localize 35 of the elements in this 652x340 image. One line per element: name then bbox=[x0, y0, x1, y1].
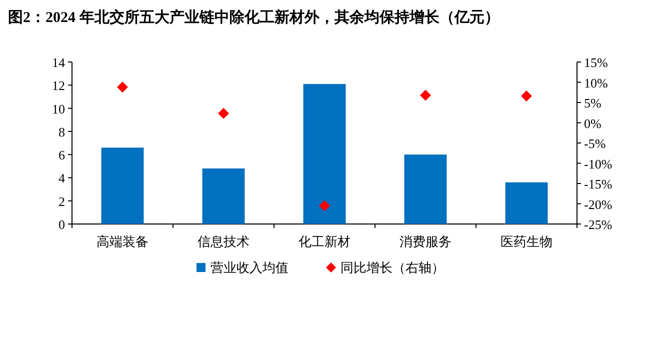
x-tick-label: 信息技术 bbox=[198, 235, 250, 250]
y2-tick-label: 0% bbox=[584, 116, 602, 131]
point bbox=[117, 82, 128, 93]
y2-tick-label: 15% bbox=[584, 55, 608, 70]
y2-tick-label: -20% bbox=[584, 196, 612, 212]
point bbox=[420, 90, 431, 101]
bar bbox=[202, 168, 245, 224]
point bbox=[218, 108, 229, 119]
legend-label: 营业收入均值 bbox=[210, 261, 288, 276]
bar bbox=[303, 84, 346, 224]
x-tick-label: 高端装备 bbox=[96, 234, 148, 250]
bar bbox=[404, 154, 447, 224]
y2-tick-label: -25% bbox=[584, 217, 612, 232]
y2-tick-label: 5% bbox=[584, 96, 602, 110]
y-tick-label: 10 bbox=[52, 101, 65, 116]
y-tick-label: 12 bbox=[52, 78, 65, 94]
y-tick-label: 14 bbox=[52, 55, 66, 70]
y2-tick-label: -10% bbox=[584, 156, 612, 172]
bar bbox=[505, 182, 548, 224]
y2-tick-label: -5% bbox=[584, 136, 606, 151]
bar bbox=[101, 148, 144, 224]
x-tick-label: 消费服务 bbox=[400, 235, 452, 250]
x-tick-label: 医药生物 bbox=[500, 235, 552, 250]
y-tick-label: 2 bbox=[58, 194, 65, 209]
y-tick-label: 8 bbox=[58, 124, 65, 140]
point bbox=[319, 200, 330, 212]
chart-title: 图2：2024 年北交所五大产业链中除化工新材外，其余均保持增长（亿元） bbox=[8, 8, 500, 26]
y-tick-label: 0 bbox=[58, 217, 65, 232]
y-tick-label: 6 bbox=[58, 148, 66, 163]
y-tick-label: 4 bbox=[58, 170, 66, 186]
legend-label: 同比增长（右轴） bbox=[340, 261, 444, 276]
y2-tick-label: 10% bbox=[584, 75, 608, 90]
x-tick-label: 化工新材 bbox=[298, 235, 350, 250]
point bbox=[521, 90, 532, 102]
y2-tick-label: -15% bbox=[584, 176, 612, 192]
